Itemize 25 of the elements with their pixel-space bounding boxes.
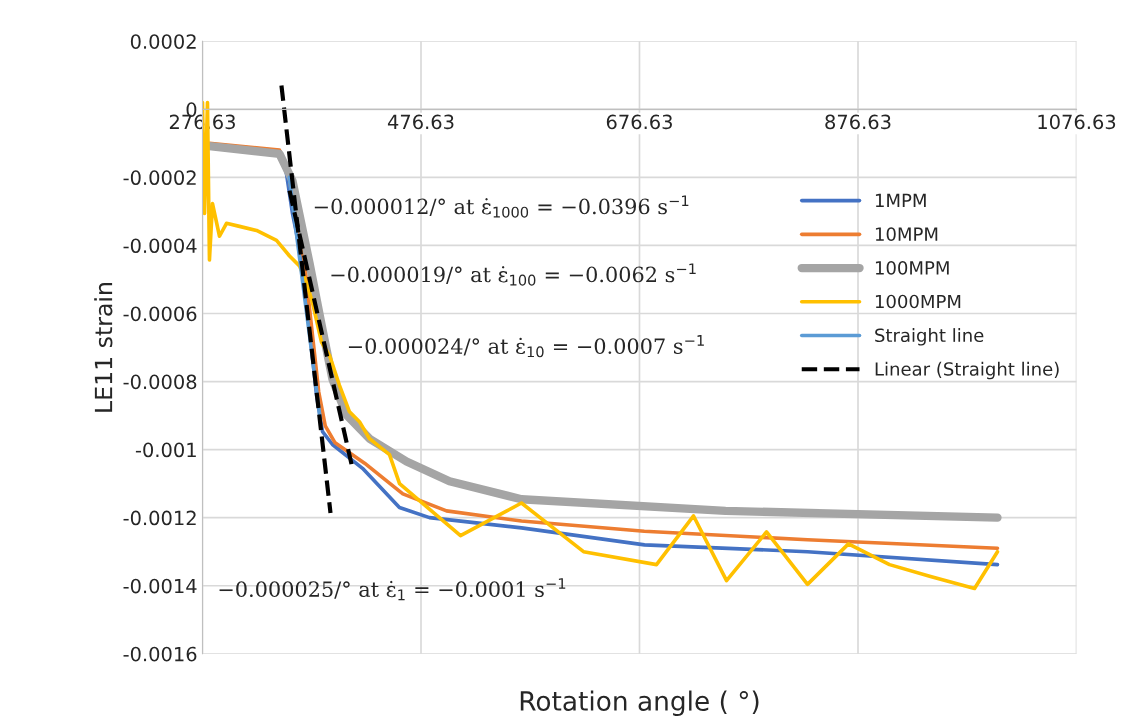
y-tick-label: -0.0004 [123, 238, 197, 254]
legend-label: 100MPM [875, 260, 949, 275]
x-axis-title: Rotation angle ( °) [520, 690, 759, 717]
x-tick-label: 1076.63 [1038, 114, 1116, 130]
legend-label: 1MPM [875, 193, 926, 207]
y-tick-label: -0.0002 [123, 170, 196, 186]
legend-label: Straight line [875, 328, 984, 346]
y-tick-label: -0.0006 [123, 306, 197, 322]
y-tick-label: -0.0014 [123, 578, 197, 594]
annotation: −0.000025/° at ε̇$_{1}$ = −0.0001 s$^{−1}$ [219, 578, 566, 601]
y-axis-title: LE11 strain [94, 283, 113, 412]
y-tick-label: 0.0002 [130, 34, 196, 49]
y-tick-label: -0.001 [135, 442, 196, 458]
x-tick-label: 876.63 [825, 114, 891, 130]
annotation: −0.000012/° at ε̇$_{1000}$ = −0.0396 s$^{−1}$ [314, 195, 689, 218]
y-tick-label: -0.0012 [123, 510, 196, 526]
x-tick-label: 476.63 [387, 114, 454, 130]
y-tick-label: -0.0016 [123, 646, 197, 662]
legend-label: 1000MPM [875, 294, 961, 309]
annotation: −0.000024/° at ε̇$_{10}$ = −0.0007 s$^{−1}$ [348, 335, 704, 358]
y-tick-label: -0.0008 [123, 374, 197, 390]
annotation: −0.000019/° at ε̇$_{100}$ = −0.0062 s$^{−1}$ [331, 263, 696, 286]
legend-label: Linear (Straight line) [875, 361, 1059, 380]
legend-label: 10MPM [875, 227, 938, 241]
x-tick-label: 676.63 [606, 114, 672, 130]
